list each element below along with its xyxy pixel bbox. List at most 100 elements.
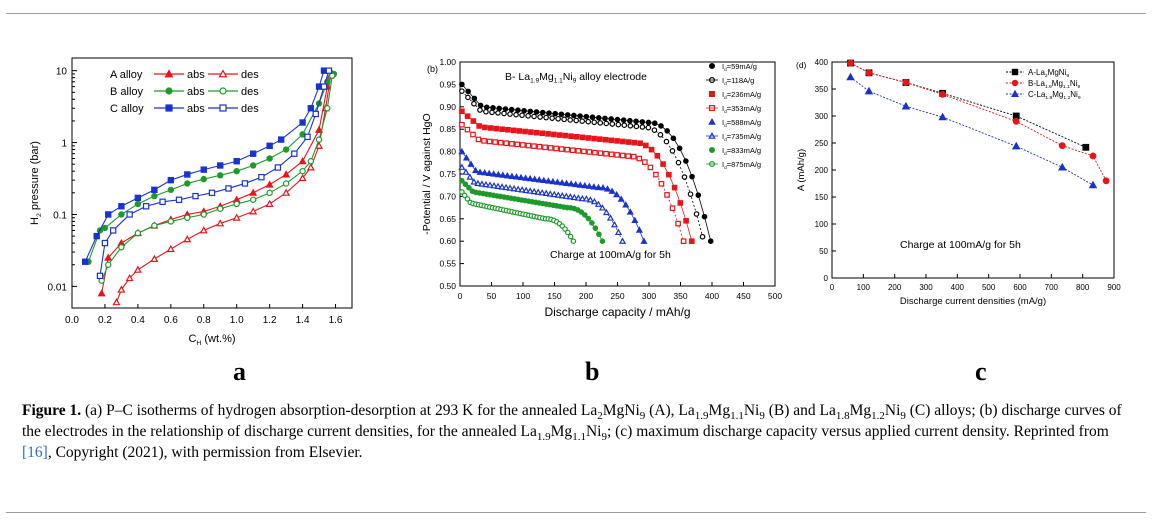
- data-point: [522, 174, 530, 181]
- data-point: [471, 95, 478, 102]
- data-point: [582, 195, 590, 202]
- y-axis-label: -Potential / V against HgO: [421, 113, 433, 234]
- data-point: [613, 190, 621, 198]
- caption-text: (B) and La: [764, 402, 836, 419]
- data-point: [597, 120, 604, 126]
- data-point: [492, 139, 498, 145]
- data-point: [266, 142, 273, 150]
- x-tick-label: 250: [610, 291, 624, 301]
- series-5: Id=735mA/g: [458, 132, 761, 244]
- data-point: [467, 160, 475, 167]
- data-point: [512, 173, 521, 180]
- data-point: [1012, 141, 1021, 150]
- data-point: [470, 118, 477, 124]
- caption-tail: , Copyright (2021), with permission from…: [47, 444, 363, 461]
- data-point: [184, 180, 191, 187]
- data-point: [101, 239, 109, 247]
- data-point: [531, 175, 539, 182]
- data-point: [521, 107, 527, 114]
- caption-text: Mg: [550, 423, 573, 440]
- data-point: [902, 79, 910, 86]
- data-point: [609, 121, 616, 127]
- y-axis-label: H2 pressure (bar): [29, 141, 43, 225]
- y-tick-label: 300: [815, 112, 829, 121]
- caption-text: Ni: [743, 402, 760, 419]
- series-0: A-La2MgNi9: [847, 59, 1090, 151]
- caption-text: Ni: [585, 423, 602, 440]
- data-point: [568, 133, 574, 140]
- x-tick-label: 800: [1076, 283, 1090, 292]
- data-point: [635, 226, 643, 233]
- legend-marker: [1011, 68, 1019, 76]
- chart-panel-c: 0 100 200 300 400 500 600 700 800 900 0 50 100 150 200…: [792, 52, 1122, 317]
- data-point: [324, 105, 331, 112]
- data-point: [614, 116, 621, 123]
- data-point: [535, 176, 543, 183]
- y-tick-label: 0.50: [439, 281, 456, 291]
- data-point: [517, 173, 525, 181]
- data-point: [615, 121, 622, 128]
- y-tick-label: 0.55: [439, 259, 456, 269]
- y-tick-label: 200: [815, 166, 829, 175]
- data-point: [459, 189, 465, 195]
- data-point: [865, 69, 873, 77]
- y-tick-label: 0.65: [439, 214, 456, 224]
- data-point: [465, 88, 471, 95]
- data-point: [647, 164, 654, 171]
- data-point: [602, 208, 611, 216]
- data-point: [282, 180, 290, 187]
- data-point: [554, 191, 562, 198]
- data-point: [558, 178, 566, 186]
- data-point: [639, 119, 646, 125]
- legend-marker: [709, 90, 716, 97]
- data-point: [112, 298, 121, 306]
- data-point: [118, 211, 125, 218]
- legend-marker: [164, 69, 174, 78]
- data-point: [571, 112, 577, 119]
- data-point: [625, 153, 632, 159]
- data-point: [241, 180, 249, 187]
- caption-subscript: 1.2: [871, 410, 885, 423]
- data-point: [545, 131, 551, 137]
- chart-panel-a: 0.0 0.2 0.4 0.6 0.8 1.0 1.2 1.4 1.6 0.01 0.1 1 10 CH …: [22, 50, 362, 355]
- series-line: [850, 62, 1107, 182]
- data-point: [520, 142, 526, 148]
- data-point: [507, 111, 513, 117]
- series-6: Id=833mA/g: [459, 146, 761, 245]
- chart-title: B- La1.9Mg1.1Ni9 alloy electrode: [505, 71, 647, 85]
- x-tick-label: 0.6: [164, 315, 178, 326]
- y-tick-label: 0: [824, 274, 829, 283]
- caption-reference-link[interactable]: [16]: [22, 444, 48, 461]
- data-point: [565, 229, 571, 236]
- data-point: [586, 196, 594, 203]
- data-point: [462, 168, 470, 175]
- data-point: [637, 140, 643, 147]
- data-point: [614, 152, 620, 158]
- data-point: [502, 106, 509, 112]
- data-point: [643, 142, 649, 149]
- data-point: [653, 171, 659, 178]
- data-point: [620, 138, 626, 145]
- data-point: [249, 188, 258, 196]
- data-point: [508, 140, 515, 147]
- series-2: C-La1.8Mg1.2Ni9: [846, 72, 1098, 189]
- data-point: [938, 112, 947, 121]
- data-point: [306, 163, 315, 171]
- data-point: [680, 238, 687, 245]
- data-point: [570, 238, 577, 245]
- data-point: [208, 189, 216, 197]
- data-point: [536, 143, 543, 150]
- chart-annotation: Charge at 100mA/g for 5h: [550, 249, 671, 261]
- x-tick-label: 900: [1107, 283, 1121, 292]
- data-point: [464, 196, 471, 202]
- data-point: [640, 237, 648, 244]
- data-point: [483, 104, 490, 111]
- series-7: Id=875mA/g: [459, 160, 761, 245]
- legend-des: des: [241, 69, 259, 81]
- sub-label-b: b: [585, 357, 600, 386]
- data-point: [526, 174, 534, 182]
- x-tick-label: 500: [982, 283, 996, 292]
- data-point: [579, 134, 586, 141]
- legend-marker: [218, 69, 228, 78]
- data-point: [522, 186, 530, 194]
